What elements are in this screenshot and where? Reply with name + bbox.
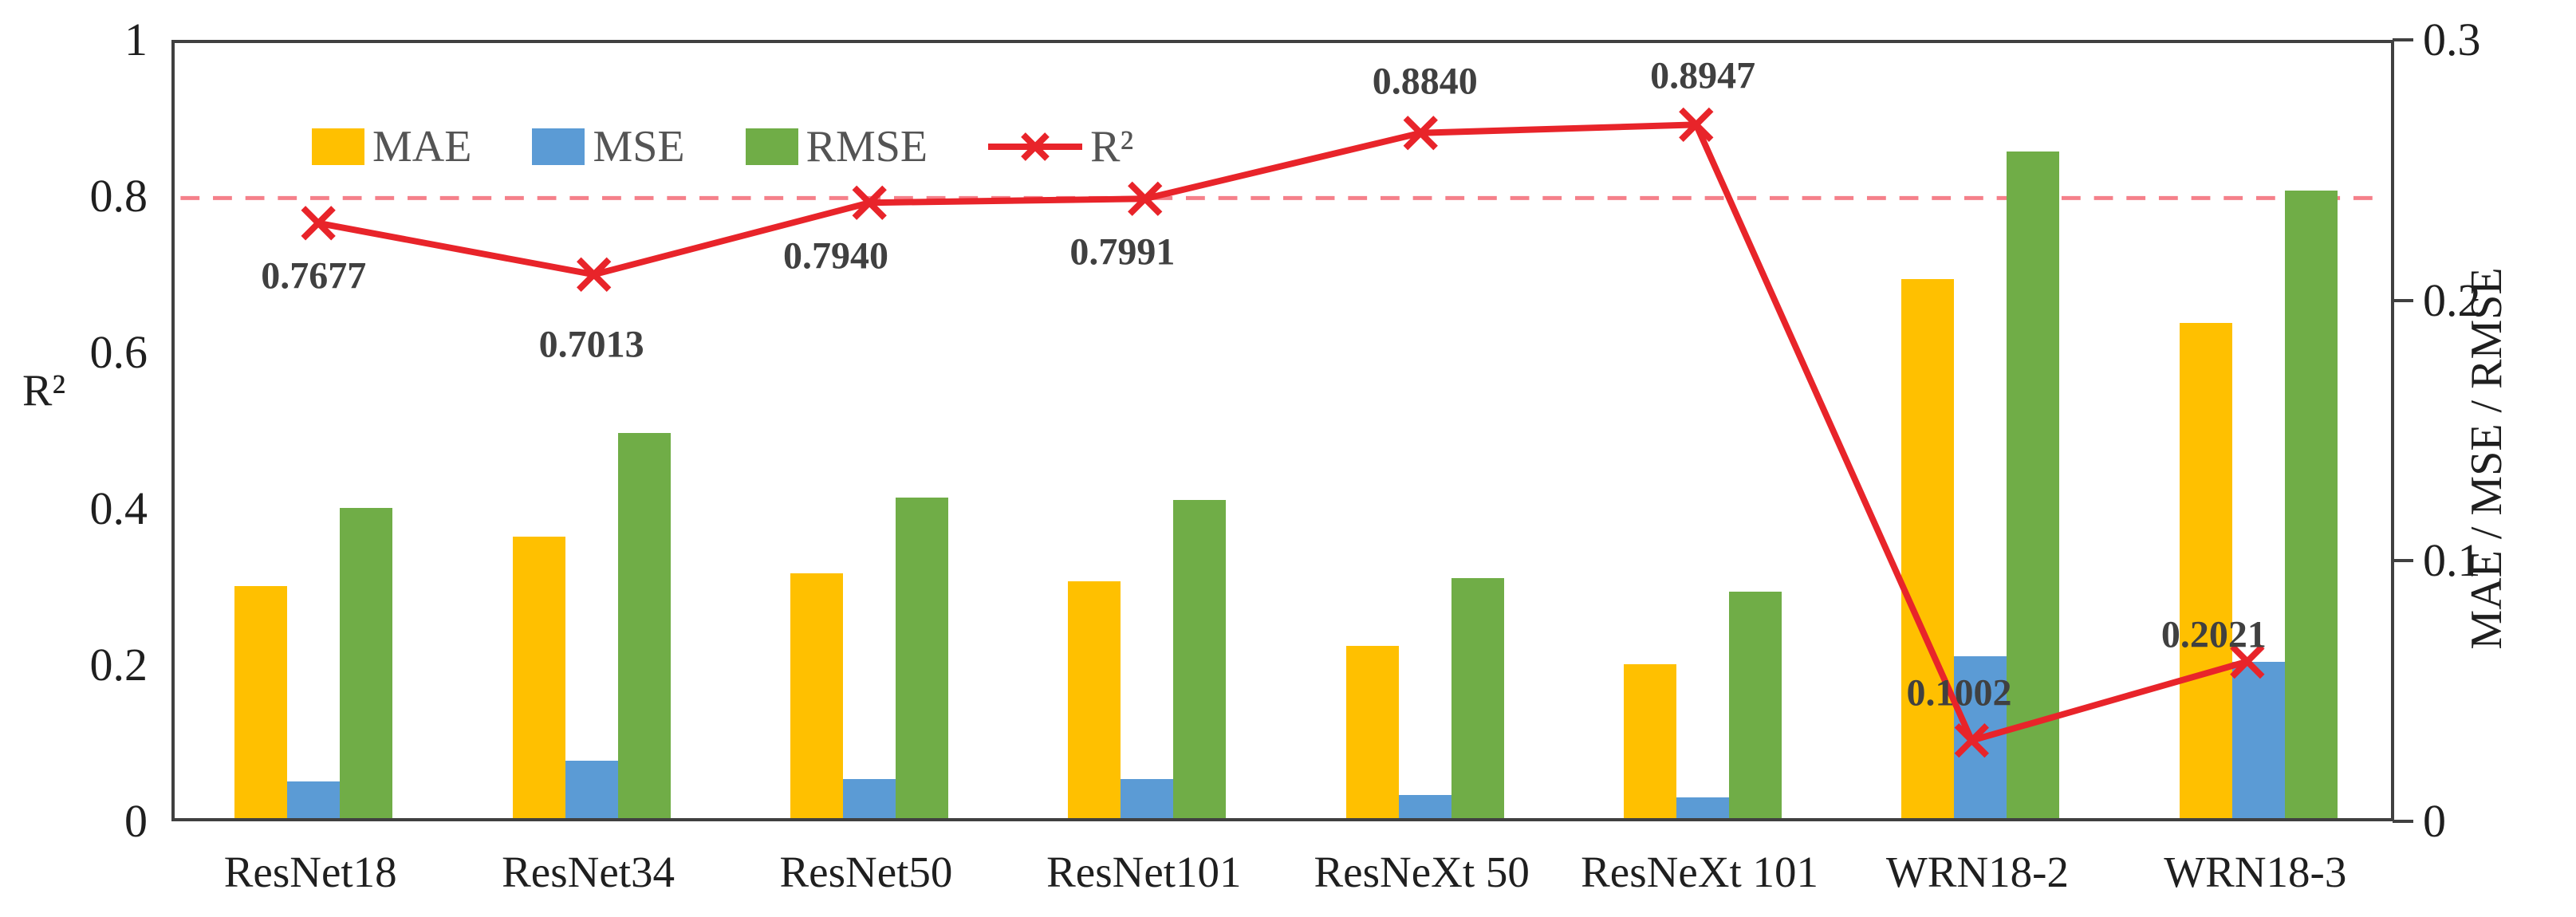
category-label: ResNet50 [779, 848, 953, 896]
r2-data-label: 0.7991 [1069, 230, 1176, 274]
bar-mae-resnet50 [790, 573, 843, 818]
r2-x-marker [852, 185, 887, 220]
legend-label-mse: MSE [593, 122, 685, 171]
bar-rmse-resnext50 [1451, 578, 1504, 818]
right-axis-tick-label: 0 [2423, 795, 2446, 847]
bar-mse-resnet101 [1121, 779, 1174, 818]
left-axis-tick-label: 0.4 [89, 482, 148, 534]
bar-mae-resnet101 [1068, 581, 1121, 818]
right-axis-tick-label: 0.1 [2423, 534, 2481, 587]
bar-mse-resnet50 [842, 779, 896, 818]
r2-data-label: 0.8947 [1650, 54, 1756, 97]
bar-mse-wrn18-3 [2231, 662, 2285, 818]
r2-data-label: 0.8840 [1372, 60, 1478, 103]
r2-data-label: 0.7940 [782, 234, 888, 277]
bar-mae-resnet34 [512, 537, 565, 818]
category-label: ResNeXt 101 [1581, 848, 1818, 896]
bar-mae-wrn18-2 [1901, 278, 1955, 818]
r2-x-marker [1679, 107, 1714, 143]
left-axis-title: R² [22, 366, 66, 415]
bar-rmse-resnet34 [617, 432, 671, 818]
bar-mae-resnet18 [234, 586, 288, 818]
bar-mae-resnext101 [1624, 664, 1677, 818]
left-axis-tick-label: 0 [124, 795, 148, 847]
legend-swatch-rmse [745, 128, 798, 165]
r2-x-marker [301, 206, 336, 241]
right-axis-tick-label: 0.3 [2423, 14, 2481, 65]
bar-rmse-resnext101 [1729, 591, 1782, 818]
r2-data-label: 0.7013 [538, 323, 644, 366]
bar-mae-resnext50 [1345, 646, 1399, 818]
bar-rmse-wrn18-3 [2284, 190, 2338, 818]
bar-mse-resnet18 [287, 781, 341, 818]
category-label: ResNet101 [1046, 848, 1242, 896]
bar-rmse-resnet50 [895, 498, 948, 818]
legend-item-rmse: RMSE [745, 121, 928, 172]
right-axis-title: MAE / MSE / RMSE [2462, 267, 2511, 650]
right-axis-tick-mark [2393, 38, 2413, 41]
legend-swatch-mae [312, 128, 364, 165]
legend-label-rmse: RMSE [805, 122, 928, 171]
bar-rmse-wrn18-2 [2007, 151, 2060, 818]
r2-line [317, 121, 2248, 745]
left-axis-tick-label: 1 [124, 14, 148, 65]
r2-x-marker [577, 257, 612, 292]
legend-item-mae: MAE [312, 121, 471, 172]
left-axis-tick-label: 0.6 [89, 326, 148, 378]
legend-swatch-mse [532, 128, 585, 165]
left-axis-tick-label: 0.8 [89, 170, 148, 222]
r2-x-marker [1128, 181, 1163, 216]
bars-layer [175, 43, 2391, 818]
legend-item-r²: R² [988, 121, 1133, 172]
bar-rmse-resnet101 [1173, 500, 1227, 818]
bar-rmse-resnet18 [340, 508, 393, 818]
legend-line-x-icon [988, 132, 1083, 161]
plot-area: 0.7677 0.7013 0.7940 0.7991 0.8840 0.8947 0.10… [171, 40, 2394, 821]
legend: MAE MSE RMSE R² [312, 121, 1194, 172]
r2-data-label: 0.7677 [261, 254, 367, 297]
r2-data-label: 0.1002 [1906, 671, 2012, 714]
legend-label-mae: MAE [372, 122, 472, 171]
category-label: ResNeXt 50 [1314, 848, 1530, 896]
category-label: ResNet18 [223, 848, 397, 896]
category-label: WRN18-3 [2164, 848, 2347, 896]
legend-label-r²: R² [1090, 122, 1134, 171]
bar-mse-resnext101 [1676, 797, 1730, 818]
right-axis-tick-mark [2393, 298, 2413, 302]
r2-x-marker [2230, 643, 2265, 679]
category-label: WRN18-2 [1885, 848, 2069, 896]
r2-data-label: 0.2021 [2160, 613, 2267, 656]
right-axis-tick-mark [2393, 559, 2413, 563]
left-axis-tick-label: 0.2 [89, 639, 148, 691]
bar-mae-wrn18-3 [2179, 323, 2232, 818]
r2-line-layer [301, 107, 2265, 758]
legend-item-mse: MSE [532, 121, 685, 172]
right-axis-tick-label: 0.2 [2423, 274, 2481, 326]
right-axis-tick-mark [2393, 820, 2413, 823]
data-labels-layer: 0.7677 0.7013 0.7940 0.7991 0.8840 0.8947 0.10… [175, 43, 2391, 818]
r2-x-marker [1954, 722, 1989, 758]
reference-line-layer [180, 195, 2385, 200]
bar-mse-resnext50 [1398, 794, 1451, 818]
legend-line-x-sample [988, 128, 1083, 165]
r2-x-marker [1403, 116, 1438, 151]
bar-mse-resnet34 [565, 761, 618, 818]
category-label: ResNet34 [502, 848, 676, 896]
